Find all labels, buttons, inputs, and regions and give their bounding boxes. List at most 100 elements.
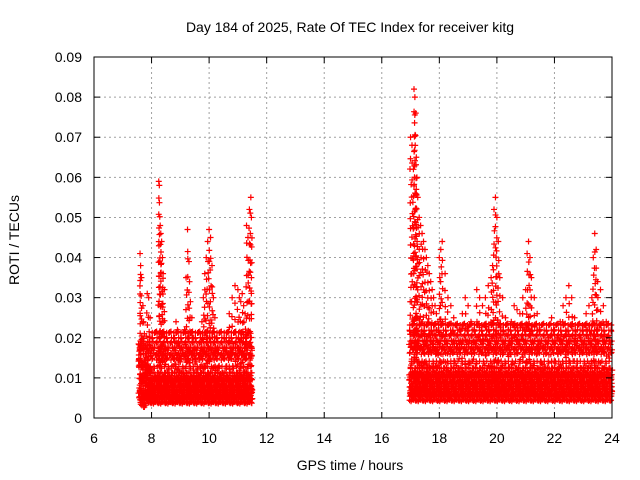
- data-point: [417, 370, 424, 377]
- data-point: [240, 351, 247, 358]
- data-point: [204, 238, 211, 245]
- data-point: [246, 240, 253, 247]
- data-point: [203, 254, 210, 261]
- data-point: [565, 364, 572, 371]
- data-point: [421, 322, 428, 329]
- data-point: [240, 364, 247, 371]
- data-point: [424, 279, 431, 286]
- data-point: [486, 349, 493, 356]
- data-point: [413, 325, 420, 332]
- data-point: [193, 358, 200, 365]
- data-point: [408, 234, 415, 241]
- data-point: [206, 258, 213, 265]
- data-point: [181, 326, 188, 333]
- data-point: [184, 374, 191, 381]
- data-point: [244, 371, 251, 378]
- data-point: [179, 347, 186, 354]
- data-point: [413, 293, 420, 300]
- chart-title: Day 184 of 2025, Rate Of TEC Index for r…: [186, 19, 514, 35]
- data-point: [235, 355, 242, 362]
- data-point: [157, 369, 164, 376]
- data-point: [158, 238, 165, 245]
- data-point: [161, 333, 168, 340]
- data-point: [209, 290, 216, 297]
- data-point: [153, 340, 160, 347]
- data-point: [179, 395, 186, 402]
- data-point: [210, 339, 217, 346]
- data-point: [186, 278, 193, 285]
- data-point: [207, 255, 214, 262]
- data-point: [185, 369, 192, 376]
- data-point: [423, 312, 430, 319]
- data-point: [158, 260, 165, 267]
- data-point: [208, 355, 215, 362]
- data-point: [240, 374, 247, 381]
- data-point: [182, 365, 189, 372]
- data-point: [217, 340, 224, 347]
- data-point: [412, 110, 419, 117]
- data-point: [203, 291, 210, 298]
- data-point: [408, 362, 415, 369]
- data-point: [417, 384, 424, 391]
- data-point: [457, 364, 464, 371]
- data-point: [155, 362, 162, 369]
- data-point: [189, 357, 196, 364]
- data-point: [211, 314, 218, 321]
- data-point: [161, 345, 168, 352]
- data-point: [186, 305, 193, 312]
- data-point: [519, 351, 526, 358]
- data-point: [243, 283, 250, 290]
- data-point: [236, 314, 243, 321]
- data-point: [249, 395, 256, 402]
- data-point: [164, 338, 171, 345]
- data-point: [516, 340, 523, 347]
- data-point: [416, 272, 423, 279]
- data-point: [156, 199, 163, 206]
- data-point: [144, 346, 151, 353]
- data-point: [146, 328, 153, 335]
- data-point: [207, 266, 214, 273]
- data-point: [419, 318, 426, 325]
- data-point: [137, 310, 144, 317]
- data-point: [573, 331, 580, 338]
- data-point: [207, 298, 214, 305]
- data-point: [457, 331, 464, 338]
- data-point: [245, 279, 252, 286]
- data-point: [156, 273, 163, 280]
- data-point: [414, 194, 421, 201]
- data-point: [608, 321, 615, 328]
- data-point: [185, 289, 192, 296]
- data-point: [195, 393, 202, 400]
- data-point: [149, 374, 156, 381]
- data-point: [147, 364, 154, 371]
- data-point: [198, 353, 205, 360]
- data-point: [550, 349, 557, 356]
- data-point: [410, 225, 417, 232]
- data-point: [193, 338, 200, 345]
- data-point: [159, 254, 166, 261]
- data-point: [232, 329, 239, 336]
- data-point: [171, 369, 178, 376]
- data-point: [231, 372, 238, 379]
- data-point: [167, 398, 174, 405]
- data-point: [411, 119, 418, 126]
- data-point: [167, 389, 174, 396]
- data-point: [515, 364, 522, 371]
- data-point: [248, 274, 255, 281]
- data-point: [216, 362, 223, 369]
- data-point: [180, 370, 187, 377]
- data-point: [411, 339, 418, 346]
- data-point: [183, 378, 190, 385]
- data-point: [226, 354, 233, 361]
- data-point: [419, 378, 426, 385]
- data-point: [418, 392, 425, 399]
- data-point: [514, 328, 521, 335]
- data-point: [151, 382, 158, 389]
- data-point: [411, 302, 418, 309]
- data-point: [161, 286, 168, 293]
- data-point: [229, 294, 236, 301]
- data-point: [144, 363, 151, 370]
- data-point: [181, 353, 188, 360]
- data-point: [190, 334, 197, 341]
- data-point: [540, 320, 547, 327]
